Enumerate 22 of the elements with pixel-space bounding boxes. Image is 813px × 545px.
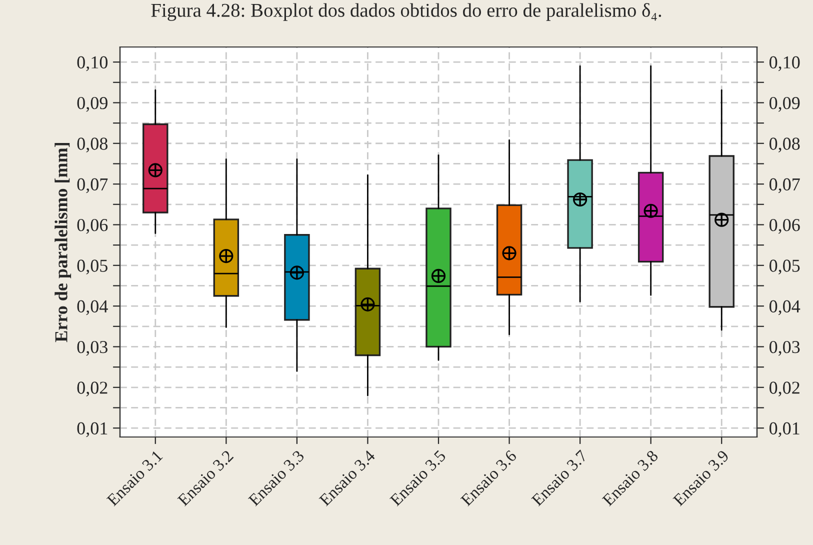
y2-tick-label: 0,01: [769, 422, 800, 438]
y-tick-label: 0,09: [77, 96, 108, 112]
y2-tick-label: 0,06: [769, 218, 800, 234]
y2-tick-label: 0,05: [769, 260, 800, 274]
y2-tick-label: 0,08: [769, 138, 800, 152]
y-axis-title: Erro de paralelismo [mm]: [54, 142, 72, 342]
y2-tick-label: 0,10: [769, 56, 800, 72]
y-tick-label: 0,05: [77, 260, 108, 274]
y-tick-label: 0,10: [77, 56, 108, 72]
y2-tick-label: 0,02: [769, 382, 800, 396]
y-tick-label: 0,02: [77, 382, 108, 396]
y-tick-label: 0,07: [77, 178, 108, 194]
chart-title: Figura 4.28: Boxplot dos dados obtidos do erro de paralelismo δ₄.: [151, 3, 662, 21]
y2-tick-label: 0,09: [769, 96, 800, 112]
y-tick-label: 0,01: [77, 422, 108, 438]
y-tick-label: 0,06: [77, 218, 108, 234]
y2-tick-label: 0,04: [769, 300, 800, 316]
y-tick-label: 0,08: [77, 138, 108, 152]
y-tick-label: 0,03: [77, 340, 108, 356]
y2-tick-label: 0,03: [769, 340, 800, 356]
y2-tick-label: 0,07: [769, 178, 800, 194]
y-tick-label: 0,04: [77, 300, 108, 316]
